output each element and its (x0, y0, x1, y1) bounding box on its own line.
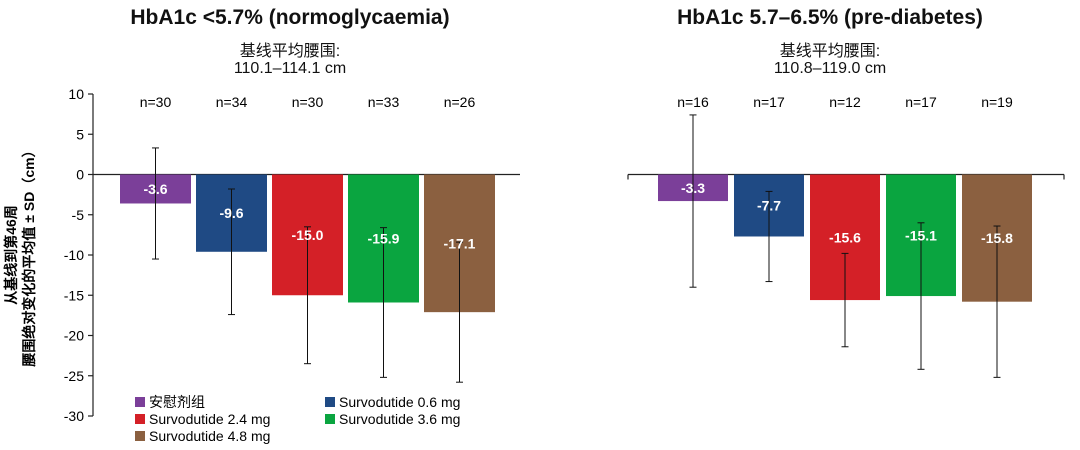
y-axis-label-line-2: 腰围绝对变化的平均值 ± SD（cm） (21, 143, 37, 367)
chart-1-y-tick-label: -20 (64, 328, 84, 344)
legend-label-4: Survodutide 3.6 mg (339, 411, 460, 427)
legend-swatch-5 (135, 431, 145, 441)
chart-1-value-label-1: -3.6 (143, 181, 167, 197)
chart-1-n-label-4: n=33 (368, 94, 400, 110)
chart-1-n-label-3: n=30 (292, 94, 324, 110)
legend-swatch-4 (325, 414, 335, 424)
chart-1-subtitle-line-2: 110.1–114.1 cm (233, 60, 347, 77)
y-axis-label-line-1: 从基线到第46周 (3, 205, 19, 305)
chart-1-y-tick-label: 10 (68, 86, 84, 102)
chart-1-subtitle-line-1: 基线平均腰围: (239, 43, 341, 60)
legend-swatch-3 (135, 414, 145, 424)
legend-swatch-1 (135, 397, 145, 407)
chart-2-n-label-5: n=19 (981, 94, 1013, 110)
chart-2-subtitle-line-2: 110.8–119.0 cm (773, 60, 887, 77)
chart-2-value-label-1: -3.3 (681, 180, 705, 196)
chart-2-value-label-5: -15.8 (981, 230, 1013, 246)
chart-1-value-label-2: -9.6 (219, 205, 243, 221)
chart-1-title: HbA1c <5.7% (normoglycaemia) (130, 6, 450, 29)
chart-2-n-label-4: n=17 (905, 94, 937, 110)
chart-1-y-tick-label: 0 (76, 167, 84, 183)
chart-1-y-tick-label: 5 (76, 126, 84, 142)
chart-1-y-tick-label: -25 (64, 368, 84, 384)
chart-2-value-label-3: -15.6 (829, 229, 861, 245)
chart-2-subtitle-line-1: 基线平均腰围: (779, 43, 881, 60)
chart-1-n-label-1: n=30 (140, 94, 172, 110)
legend-label-5: Survodutide 4.8 mg (149, 428, 270, 444)
chart-1-n-label-2: n=34 (216, 94, 248, 110)
legend-swatch-2 (325, 397, 335, 407)
chart-2-value-label-4: -15.1 (905, 227, 937, 243)
chart-2-n-label-2: n=17 (753, 94, 785, 110)
chart-1-value-label-5: -17.1 (444, 235, 476, 251)
chart-1-value-label-3: -15.0 (292, 227, 324, 243)
chart-1-y-tick-label: -5 (72, 207, 85, 223)
chart-2-title: HbA1c 5.7–6.5% (pre-diabetes) (677, 6, 983, 29)
legend-label-1: 安慰剂组 (149, 394, 205, 410)
legend-label-3: Survodutide 2.4 mg (149, 411, 270, 427)
chart-2-value-label-2: -7.7 (757, 197, 781, 213)
chart-2-n-label-1: n=16 (677, 94, 709, 110)
chart-1-y-tick-label: -15 (64, 287, 84, 303)
chart-1-y-tick-label: -30 (64, 408, 84, 424)
chart-2-n-label-3: n=12 (829, 94, 861, 110)
chart-1-y-tick-label: -10 (64, 247, 84, 263)
chart-1-n-label-5: n=26 (444, 94, 476, 110)
chart-1-value-label-4: -15.9 (368, 230, 400, 246)
legend-label-2: Survodutide 0.6 mg (339, 394, 460, 410)
